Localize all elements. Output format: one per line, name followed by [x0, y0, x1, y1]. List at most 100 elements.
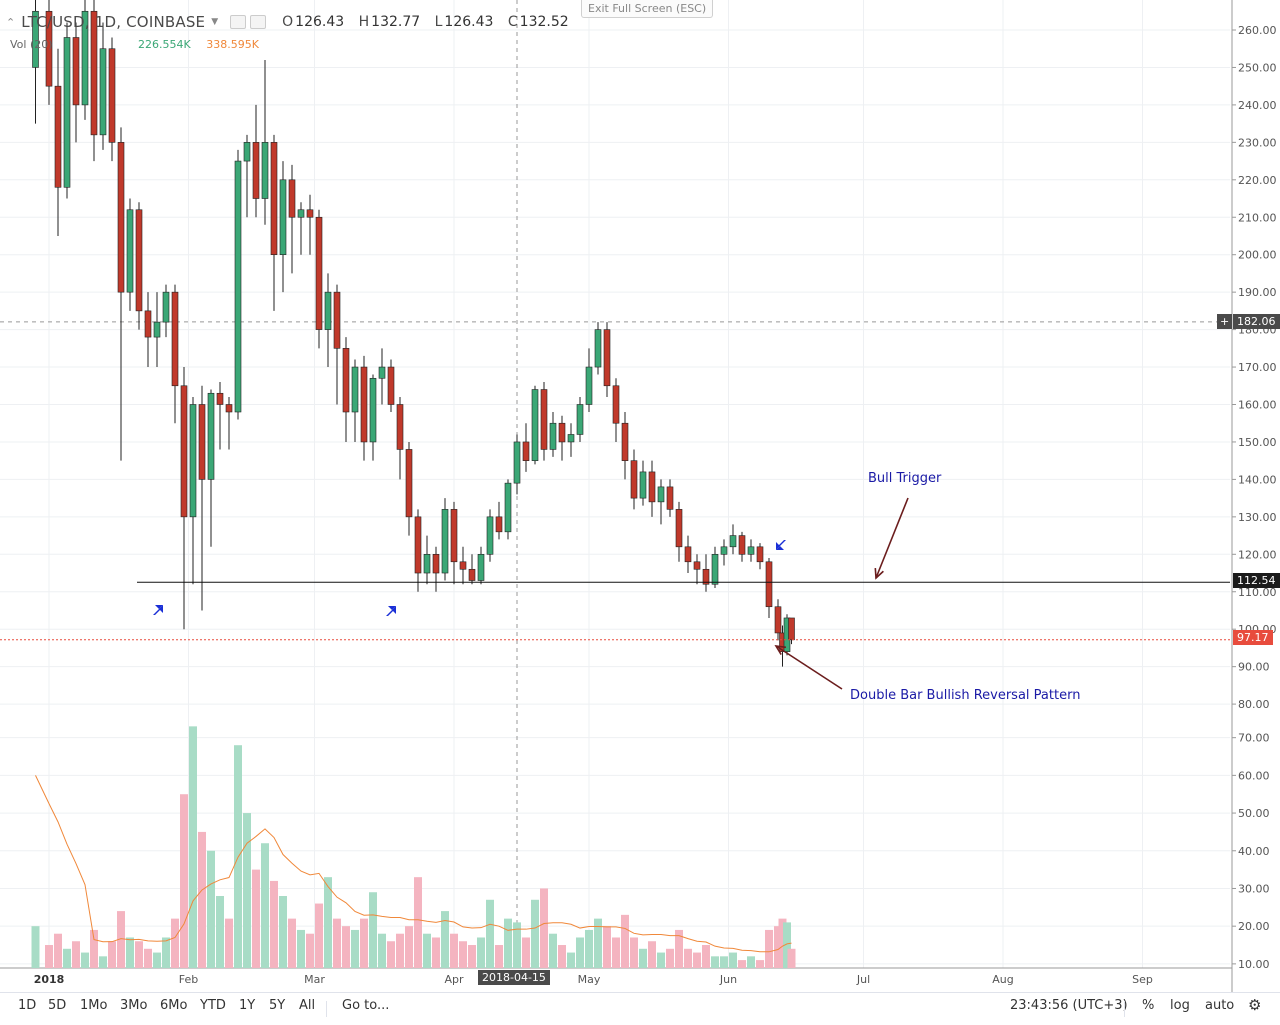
candle-body	[594, 329, 602, 368]
blue-arrow-up-1	[153, 605, 163, 615]
candle-body	[720, 546, 728, 555]
candle	[117, 127, 125, 461]
range-ytd[interactable]: YTD	[200, 998, 226, 1013]
candle	[234, 149, 242, 420]
candle	[216, 382, 224, 450]
candle	[540, 382, 548, 461]
volume-bar	[693, 952, 701, 968]
candle	[198, 385, 206, 611]
chart-header: ⌃ LTC/USD, 1D, COINBASE ▼ O 126.43 H 132.7…	[6, 13, 579, 31]
volume-bar	[72, 941, 80, 968]
range-3mo[interactable]: 3Mo	[120, 998, 148, 1013]
price-tick-label: 120.00	[1238, 548, 1277, 561]
exit-fullscreen-button[interactable]: Exit Full Screen (ESC)	[581, 0, 714, 18]
add-alert-plus-icon[interactable]: +	[1217, 314, 1233, 329]
blue-arrow-up-2	[386, 606, 396, 616]
collapse-chevron-icon[interactable]: ⌃	[6, 15, 16, 29]
volume-bar	[612, 937, 620, 968]
candle	[351, 359, 359, 442]
candle	[153, 292, 161, 368]
volume-bar	[207, 850, 215, 968]
candle-body	[459, 561, 467, 570]
candle-body	[495, 516, 503, 533]
candle-body	[288, 179, 296, 218]
bull-trigger-arrow	[875, 497, 909, 579]
volume-bar	[270, 880, 278, 968]
candle	[486, 509, 494, 562]
symbol-dropdown-icon[interactable]: ▼	[211, 17, 219, 27]
candle	[603, 322, 611, 398]
candle	[594, 322, 602, 375]
candle	[693, 554, 701, 585]
candle-body	[180, 385, 188, 518]
candle-body	[441, 509, 449, 574]
range-5y[interactable]: 5Y	[269, 998, 286, 1013]
price-tick-label: 190.00	[1238, 286, 1277, 299]
candle	[648, 460, 656, 517]
candle	[414, 509, 422, 592]
volume-bar	[216, 896, 224, 968]
volume-bar	[31, 926, 40, 968]
candle	[747, 539, 755, 562]
range-all[interactable]: All	[299, 998, 316, 1013]
candle	[522, 423, 530, 472]
candle-body	[234, 160, 242, 413]
candle	[171, 284, 179, 424]
auto-toggle[interactable]: auto	[1205, 998, 1235, 1013]
candle-body	[414, 516, 422, 574]
volume-bar	[261, 843, 269, 968]
volume-bar	[702, 945, 710, 968]
candle-body	[549, 422, 557, 450]
support-price-label: 112.54	[1233, 573, 1280, 588]
candle-body	[675, 509, 683, 548]
volume-bar	[405, 926, 413, 968]
candle	[270, 134, 278, 311]
price-tick-label: 80.00	[1238, 698, 1270, 711]
candle	[63, 22, 71, 199]
ohlc-values: O 126.43 H 132.77 L 126.43 C 132.52	[282, 14, 579, 30]
candle-body	[486, 516, 494, 555]
candle-body	[32, 10, 39, 68]
candle-body	[729, 535, 737, 548]
volume-bar	[621, 914, 629, 968]
percent-toggle[interactable]: %	[1142, 998, 1155, 1013]
volume-bar	[288, 918, 296, 968]
price-tick-label: 170.00	[1238, 361, 1277, 374]
candle-body	[387, 366, 395, 405]
candle	[477, 546, 485, 585]
goto-button[interactable]: Go to...	[342, 998, 390, 1013]
open-label: O	[282, 14, 294, 30]
volume-bar	[144, 948, 152, 968]
visibility-icon[interactable]	[250, 15, 267, 29]
candle-body	[207, 392, 215, 480]
candle	[189, 397, 197, 585]
volume-bar	[99, 956, 107, 968]
volume-bar	[549, 933, 557, 968]
candle	[774, 599, 782, 641]
open-value: 126.43	[295, 14, 345, 30]
volume-bar	[711, 956, 719, 968]
volume-tick-label: 50.00	[1238, 807, 1270, 820]
range-1y[interactable]: 1Y	[239, 998, 256, 1013]
candle-body	[540, 389, 548, 450]
candle-body	[639, 471, 647, 499]
range-1d[interactable]: 1D	[18, 998, 37, 1013]
log-toggle[interactable]: log	[1170, 998, 1190, 1013]
candle	[333, 284, 341, 405]
volume-bar	[531, 899, 539, 968]
candle	[630, 449, 638, 510]
range-1mo[interactable]: 1Mo	[80, 998, 108, 1013]
price-tick-label: 150.00	[1238, 436, 1277, 449]
symbol-title[interactable]: LTC/USD, 1D, COINBASE	[21, 13, 206, 31]
candle-body	[216, 392, 224, 405]
range-6mo[interactable]: 6Mo	[160, 998, 188, 1013]
gear-icon[interactable]: ⚙	[1248, 996, 1262, 1014]
double-bar-label: Double Bar Bullish Reversal Pattern	[850, 688, 1081, 703]
range-5d[interactable]: 5D	[48, 998, 67, 1013]
volume-bar	[783, 922, 791, 968]
candle-body	[747, 546, 755, 555]
price-tick-label: 130.00	[1238, 511, 1277, 524]
settings-icon[interactable]	[230, 15, 247, 29]
candle	[207, 389, 215, 547]
